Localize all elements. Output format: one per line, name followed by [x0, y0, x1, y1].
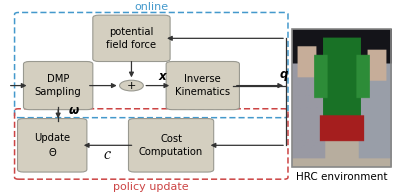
FancyBboxPatch shape: [24, 62, 93, 110]
Text: Update
$\Theta$: Update $\Theta$: [34, 133, 70, 158]
FancyBboxPatch shape: [166, 62, 240, 110]
Text: policy update: policy update: [114, 182, 189, 192]
FancyBboxPatch shape: [93, 15, 170, 62]
FancyBboxPatch shape: [18, 119, 87, 172]
Text: Inverse
Kinematics: Inverse Kinematics: [175, 74, 230, 97]
Text: $\boldsymbol{\omega}$: $\boldsymbol{\omega}$: [68, 104, 80, 117]
Text: $+$: $+$: [126, 80, 136, 91]
Text: HRC environment: HRC environment: [296, 172, 387, 182]
Text: $\boldsymbol{x}$: $\boldsymbol{x}$: [158, 70, 169, 83]
Text: DMP
Sampling: DMP Sampling: [35, 74, 82, 97]
Text: potential
field force: potential field force: [106, 27, 156, 50]
Text: $\mathcal{C}$: $\mathcal{C}$: [103, 149, 112, 162]
Circle shape: [120, 80, 143, 91]
FancyBboxPatch shape: [128, 119, 214, 172]
Text: online: online: [134, 2, 168, 12]
Text: Cost
Computation: Cost Computation: [139, 134, 203, 157]
Text: $\boldsymbol{q}$: $\boldsymbol{q}$: [279, 69, 289, 83]
